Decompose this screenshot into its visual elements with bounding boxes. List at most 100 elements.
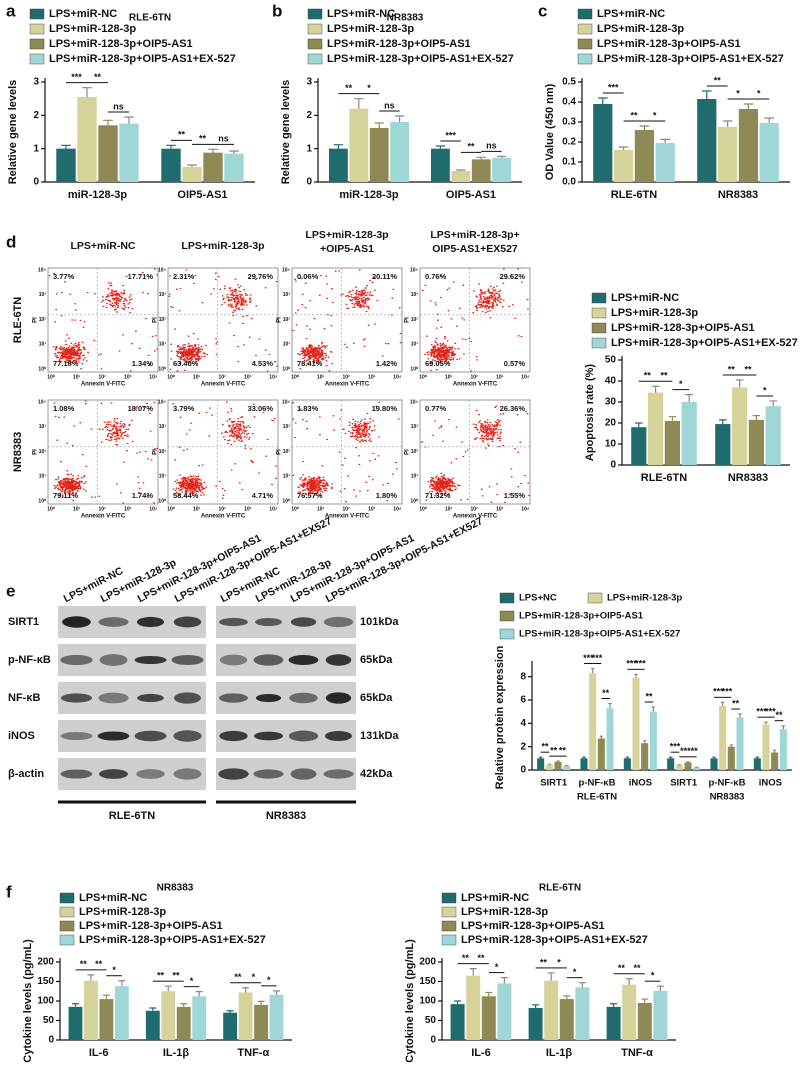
y-tick-label: 10¹ xyxy=(411,342,419,348)
y-tick-label: 10³ xyxy=(411,292,419,298)
x-tick-label: OIP5-AS1 xyxy=(177,189,227,201)
quadrant-percent: 1.55% xyxy=(504,491,526,500)
bar xyxy=(554,761,562,770)
y-tick-label: 10¹ xyxy=(411,474,419,480)
quadrant-percent: 0.77% xyxy=(425,404,447,413)
y-tick-label: 10⁴ xyxy=(410,399,419,405)
x-tick-label: miR-128-3p xyxy=(339,189,399,201)
bar xyxy=(56,148,76,182)
significance-label: *** xyxy=(608,82,619,92)
error-bar xyxy=(118,980,126,987)
error-bar xyxy=(729,744,734,747)
bar xyxy=(597,738,605,770)
significance-label: ns xyxy=(113,101,124,111)
legend-label: LPS+miR-128-3p+OIP5-AS1+EX-527 xyxy=(461,934,648,946)
error-bar xyxy=(610,1003,618,1007)
bar xyxy=(736,717,744,770)
x-tick-label: 10⁴ xyxy=(521,374,530,380)
x-tick-label: 10² xyxy=(99,374,107,380)
error-bar xyxy=(598,97,608,104)
y-tick-label: 10² xyxy=(39,317,47,323)
legend-swatch xyxy=(59,934,75,946)
quadrant-lines xyxy=(420,268,530,372)
y-tick-label: 0.5 xyxy=(562,77,576,88)
x-tick-label: NR8383 xyxy=(718,189,758,201)
protein-label: NF-κB xyxy=(8,692,40,704)
bar xyxy=(715,424,731,465)
error-bar xyxy=(180,1003,188,1007)
legend-label: LPS+miR-128-3p xyxy=(597,23,684,35)
quadrant-percent: 26.36% xyxy=(500,404,526,413)
scatter-cloud xyxy=(421,268,529,372)
x-axis-label: Annexin V-FITC xyxy=(81,382,126,388)
blot-band xyxy=(253,731,284,741)
x-tick-label: SIRT1 xyxy=(670,778,698,789)
bar xyxy=(254,1004,268,1040)
legend-swatch xyxy=(587,592,603,604)
bar xyxy=(693,767,701,770)
x-tick-label: 10² xyxy=(471,506,479,512)
significance-label: *** xyxy=(445,130,456,140)
y-tick-label: 10¹ xyxy=(283,342,291,348)
significance-label: ** xyxy=(633,963,641,973)
significance-label: *** xyxy=(722,687,733,697)
bar xyxy=(649,711,657,770)
chart-title: NR8383 xyxy=(387,13,424,24)
bar xyxy=(563,765,571,770)
error-bar xyxy=(82,87,92,97)
y-tick-label: 10¹ xyxy=(159,342,167,348)
significance-label: ** xyxy=(178,130,186,140)
lane-label: LPS+miR-128-3p+OIP5-AS1+EX527 xyxy=(324,515,485,605)
bar xyxy=(622,984,637,1040)
error-bar xyxy=(752,415,761,420)
error-bar xyxy=(651,385,660,393)
y-tick-label: 10⁴ xyxy=(410,267,419,273)
y-tick-label: 0 xyxy=(430,1035,436,1046)
error-bar xyxy=(500,977,508,984)
quadrant-lines xyxy=(292,268,402,372)
bar xyxy=(390,122,409,182)
bar xyxy=(545,764,553,770)
y-tick-label: 10⁰ xyxy=(282,498,290,504)
blot-band xyxy=(97,731,130,741)
quadrant-percent: 77.18% xyxy=(53,359,79,368)
y-tick-label: 100 xyxy=(419,996,436,1007)
scatter-cloud xyxy=(292,269,402,372)
protein-label: p-NF-κB xyxy=(8,654,51,666)
legend-label: LPS+miR-128-3p xyxy=(461,906,548,918)
bar xyxy=(98,125,118,182)
legend-swatch xyxy=(59,906,75,918)
size-label: 101kDa xyxy=(360,616,399,628)
x-tick-label: 10⁰ xyxy=(291,506,299,512)
blot-band xyxy=(325,692,352,704)
error-bar xyxy=(485,991,493,997)
legend-label: LPS+miR-128-3p+OIP5-AS1 xyxy=(597,38,741,50)
chart-title: RLE-6TN xyxy=(539,883,581,894)
x-tick-label: 10¹ xyxy=(193,374,201,380)
significance-label: ns xyxy=(218,134,229,144)
significance-label: ** xyxy=(234,972,242,982)
y-tick-label: 10⁴ xyxy=(282,399,291,405)
bar xyxy=(114,986,129,1040)
legend-label: LPS+NC xyxy=(519,593,557,604)
error-bar xyxy=(641,998,649,1003)
significance-label: ** xyxy=(541,742,549,752)
y-tick-label: 2 xyxy=(33,110,39,121)
error-bar xyxy=(599,735,604,739)
quadrant-percent: 17.71% xyxy=(128,272,154,281)
y-tick-label: 100 xyxy=(37,996,54,1007)
bar xyxy=(528,1008,543,1040)
error-bar xyxy=(685,394,693,402)
x-tick-label: TNF-α xyxy=(621,1047,653,1059)
error-bar xyxy=(538,756,543,759)
blot-band xyxy=(99,769,128,779)
error-bar xyxy=(625,756,630,759)
y-axis-label: Relative gene levels xyxy=(7,80,19,185)
significance-label: ** xyxy=(618,963,626,973)
significance-label: ns xyxy=(384,100,395,110)
x-tick-label: IL-6 xyxy=(89,1047,109,1059)
significance-label: * xyxy=(763,385,767,395)
significance-label: ** xyxy=(172,971,180,981)
x-tick-label: iNOS xyxy=(759,778,782,789)
y-tick-label: 10² xyxy=(411,449,419,455)
